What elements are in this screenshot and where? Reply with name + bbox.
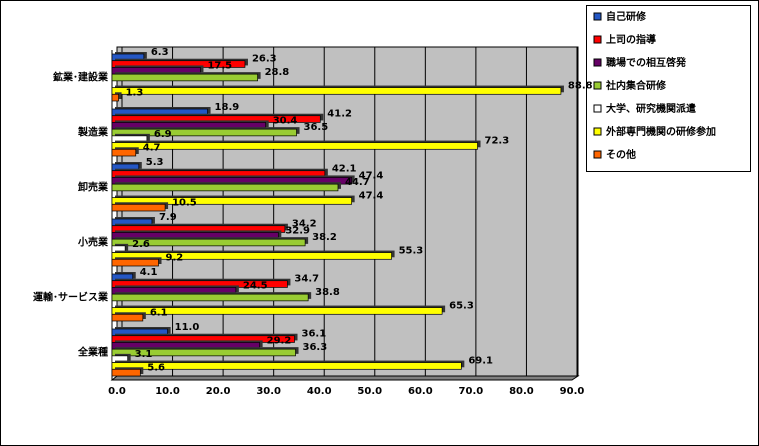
data-label: 7.9	[159, 212, 177, 223]
x-tick-label: 90.0	[560, 386, 585, 397]
data-label: 29.2	[267, 335, 292, 346]
y-tick-label: 全業種	[77, 346, 108, 359]
bar	[111, 142, 478, 150]
data-label: 6.1	[150, 307, 168, 318]
bar	[111, 252, 392, 260]
x-tick-label: 10.0	[155, 386, 180, 397]
data-label: 36.3	[303, 342, 328, 353]
bar	[111, 148, 137, 157]
bar	[111, 368, 141, 377]
data-label: 34.2	[292, 219, 317, 230]
data-label: 24.5	[243, 280, 268, 291]
legend-label: その他	[606, 148, 636, 161]
bar	[111, 183, 339, 192]
bar	[111, 307, 443, 315]
legend-swatch	[593, 104, 602, 113]
legend-swatch	[593, 35, 602, 44]
x-tick-label: 70.0	[459, 386, 484, 397]
data-label: 32.9	[285, 225, 310, 236]
legend-label: 大学、研究機関派遣	[606, 102, 696, 115]
legend-swatch	[593, 127, 602, 136]
legend-swatch	[593, 58, 602, 67]
data-label: 42.1	[332, 164, 357, 175]
bar	[111, 313, 144, 322]
bar	[111, 258, 159, 267]
x-tick-label: 0.0	[108, 386, 126, 397]
data-label: 6.9	[154, 129, 172, 140]
legend-label: 上司の指導	[606, 33, 656, 46]
legend-swatch	[593, 12, 602, 21]
data-label: 72.3	[485, 136, 510, 147]
data-label: 38.8	[315, 287, 340, 298]
legend-label: 外部専門機関の研修参加	[605, 125, 716, 138]
legend-label: 職場での相互啓発	[606, 56, 687, 69]
bar	[111, 362, 462, 370]
data-label: 18.9	[215, 102, 240, 113]
x-tick-label: 80.0	[509, 386, 534, 397]
x-tick-label: 40.0	[307, 386, 332, 397]
x-tick-label: 30.0	[256, 386, 281, 397]
bar	[111, 293, 309, 302]
legend-box	[586, 5, 751, 172]
legend-swatch	[593, 150, 602, 159]
bar	[111, 348, 296, 357]
bar	[111, 238, 306, 247]
data-label: 88.8	[568, 81, 593, 92]
bar	[111, 87, 562, 95]
data-label: 28.8	[265, 67, 290, 78]
data-label: 2.6	[132, 239, 150, 250]
y-tick-label: 運輸･サービス業	[33, 291, 109, 304]
data-label: 36.1	[302, 329, 327, 340]
data-label: 38.2	[312, 232, 337, 243]
data-label: 5.6	[147, 362, 165, 373]
data-label: 10.5	[172, 197, 197, 208]
data-label: 44.7	[345, 177, 370, 188]
data-label: 4.7	[143, 142, 161, 153]
x-tick-label: 20.0	[206, 386, 231, 397]
x-tick-label: 50.0	[357, 386, 382, 397]
legend-label: 自己研修	[606, 10, 647, 23]
data-label: 69.1	[468, 356, 493, 367]
bar	[111, 73, 258, 82]
data-label: 6.3	[151, 47, 169, 58]
y-tick-label: 卸売業	[78, 181, 109, 194]
data-label: 4.1	[140, 267, 158, 278]
data-label: 5.3	[146, 157, 164, 168]
data-label: 1.3	[126, 87, 144, 98]
bar	[111, 197, 352, 205]
bar	[111, 128, 297, 137]
plot-floor	[110, 375, 580, 381]
data-label: 11.0	[175, 322, 200, 333]
data-label: 30.4	[273, 115, 298, 126]
data-label: 55.3	[399, 246, 424, 257]
data-label: 9.2	[166, 252, 184, 263]
legend-label: 社内集合研修	[605, 79, 667, 92]
data-label: 47.4	[359, 170, 384, 181]
data-label: 26.3	[252, 54, 277, 65]
data-label: 65.3	[449, 301, 474, 312]
data-label: 17.5	[207, 60, 232, 71]
legend-swatch	[593, 81, 602, 90]
y-tick-label: 小売業	[77, 236, 109, 249]
data-label: 3.1	[135, 349, 153, 360]
data-label: 36.5	[304, 122, 329, 133]
bar	[111, 93, 119, 102]
bar	[111, 203, 166, 212]
data-label: 34.7	[294, 274, 319, 285]
y-tick-label: 製造業	[77, 126, 109, 139]
data-label: 47.4	[359, 191, 384, 202]
y-tick-label: 鉱業･建設業	[53, 71, 109, 84]
x-tick-label: 60.0	[408, 386, 433, 397]
data-label: 41.2	[327, 109, 352, 120]
